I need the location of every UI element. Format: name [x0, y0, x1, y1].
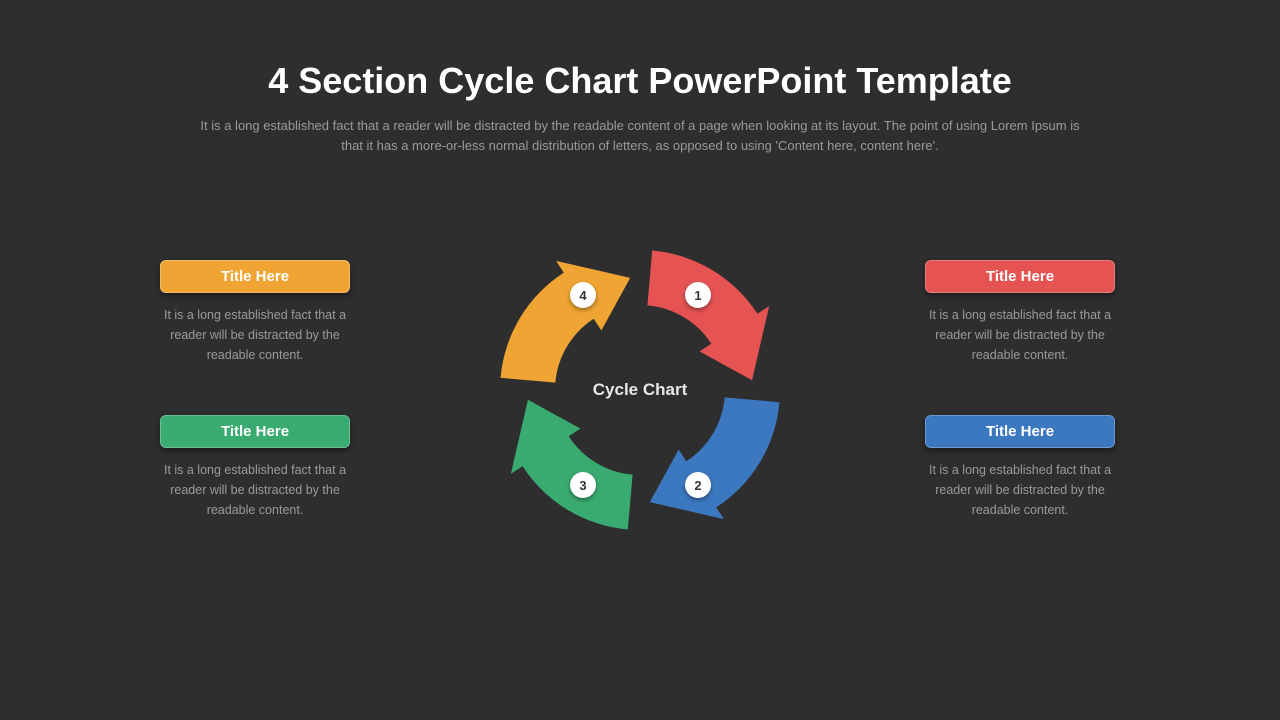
- info-pill: Title Here: [160, 260, 350, 293]
- cycle-arrow-segment: [511, 400, 633, 530]
- cycle-number-2: 2: [685, 472, 711, 498]
- cycle-arrow-segment: [501, 261, 631, 383]
- content-area: Title Here It is a long established fact…: [0, 230, 1280, 720]
- info-box-blue: Title Here It is a long established fact…: [895, 415, 1145, 520]
- info-desc: It is a long established fact that a rea…: [895, 460, 1145, 520]
- slide-subtitle: It is a long established fact that a rea…: [190, 116, 1090, 155]
- info-pill: Title Here: [925, 260, 1115, 293]
- cycle-center-label: Cycle Chart: [593, 380, 687, 400]
- header: 4 Section Cycle Chart PowerPoint Templat…: [0, 0, 1280, 155]
- cycle-arrow-segment: [650, 397, 780, 519]
- info-box-orange: Title Here It is a long established fact…: [130, 260, 380, 365]
- cycle-number-1: 1: [685, 282, 711, 308]
- slide-title: 4 Section Cycle Chart PowerPoint Templat…: [0, 60, 1280, 102]
- cycle-chart: Cycle Chart 1 2 3 4: [490, 240, 790, 540]
- info-box-green: Title Here It is a long established fact…: [130, 415, 380, 520]
- slide: 4 Section Cycle Chart PowerPoint Templat…: [0, 0, 1280, 720]
- cycle-number-3: 3: [570, 472, 596, 498]
- info-desc: It is a long established fact that a rea…: [130, 460, 380, 520]
- info-pill: Title Here: [925, 415, 1115, 448]
- info-box-red: Title Here It is a long established fact…: [895, 260, 1145, 365]
- cycle-number-4: 4: [570, 282, 596, 308]
- cycle-arrow-segment: [647, 251, 769, 381]
- info-pill: Title Here: [160, 415, 350, 448]
- info-desc: It is a long established fact that a rea…: [130, 305, 380, 365]
- info-desc: It is a long established fact that a rea…: [895, 305, 1145, 365]
